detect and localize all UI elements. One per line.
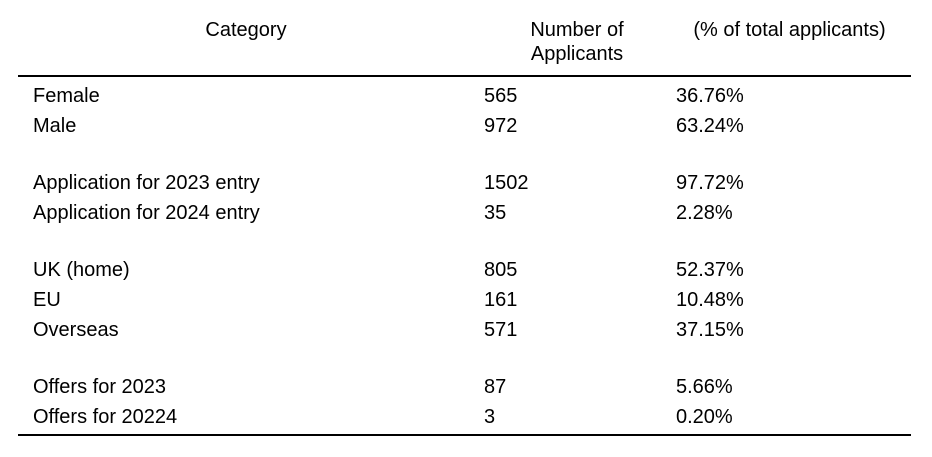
group-origin: UK (home) 805 52.37% EU 161 10.48% Overs… bbox=[18, 255, 911, 345]
cell-category: Application for 2023 entry bbox=[33, 172, 260, 194]
header-number-of-applicants: Number of Applicants bbox=[492, 18, 662, 66]
cell-category: Offers for 20224 bbox=[33, 406, 178, 428]
cell-percent: 37.15% bbox=[676, 319, 744, 341]
header-category: Category bbox=[205, 19, 287, 41]
cell-number: 3 bbox=[484, 406, 496, 428]
table-row: Application for 2024 entry 35 2.28% bbox=[18, 198, 911, 228]
cell-category: EU bbox=[33, 289, 61, 311]
cell-number: 805 bbox=[484, 259, 518, 281]
cell-number: 35 bbox=[484, 202, 507, 224]
cell-percent: 97.72% bbox=[676, 172, 744, 194]
cell-percent: 52.37% bbox=[676, 259, 744, 281]
header-number-line2: Applicants bbox=[530, 43, 624, 65]
cell-percent: 5.66% bbox=[676, 376, 733, 398]
table-row: Offers for 20224 3 0.20% bbox=[18, 402, 911, 432]
cell-number: 87 bbox=[484, 376, 507, 398]
cell-category: Application for 2024 entry bbox=[33, 202, 260, 224]
applicants-table: Category Number of Applicants (% of tota… bbox=[18, 18, 911, 436]
cell-number: 571 bbox=[484, 319, 518, 341]
table-row: UK (home) 805 52.37% bbox=[18, 255, 911, 285]
table-header: Category Number of Applicants (% of tota… bbox=[18, 18, 911, 77]
table-row: Male 972 63.24% bbox=[18, 111, 911, 141]
table-body: Female 565 36.76% Male 972 63.24% Applic… bbox=[18, 77, 911, 436]
group-entry-year: Application for 2023 entry 1502 97.72% A… bbox=[18, 168, 911, 228]
header-number-line1: Number of bbox=[530, 19, 624, 41]
cell-percent: 36.76% bbox=[676, 85, 744, 107]
table-row: Application for 2023 entry 1502 97.72% bbox=[18, 168, 911, 198]
cell-category: Male bbox=[33, 115, 77, 137]
cell-percent: 0.20% bbox=[676, 406, 733, 428]
cell-number: 161 bbox=[484, 289, 518, 311]
header-percent: (% of total applicants) bbox=[693, 19, 886, 41]
cell-number: 1502 bbox=[484, 172, 529, 194]
cell-category: Overseas bbox=[33, 319, 119, 341]
group-offers: Offers for 2023 87 5.66% Offers for 2022… bbox=[18, 372, 911, 432]
table-row: Offers for 2023 87 5.66% bbox=[18, 372, 911, 402]
table-row: Overseas 571 37.15% bbox=[18, 315, 911, 345]
group-gender: Female 565 36.76% Male 972 63.24% bbox=[18, 81, 911, 141]
table-row: Female 565 36.76% bbox=[18, 81, 911, 111]
cell-percent: 10.48% bbox=[676, 289, 744, 311]
cell-category: UK (home) bbox=[33, 259, 130, 281]
cell-percent: 2.28% bbox=[676, 202, 733, 224]
cell-percent: 63.24% bbox=[676, 115, 744, 137]
cell-number: 565 bbox=[484, 85, 518, 107]
cell-category: Female bbox=[33, 85, 100, 107]
cell-category: Offers for 2023 bbox=[33, 376, 167, 398]
cell-number: 972 bbox=[484, 115, 518, 137]
table-row: EU 161 10.48% bbox=[18, 285, 911, 315]
